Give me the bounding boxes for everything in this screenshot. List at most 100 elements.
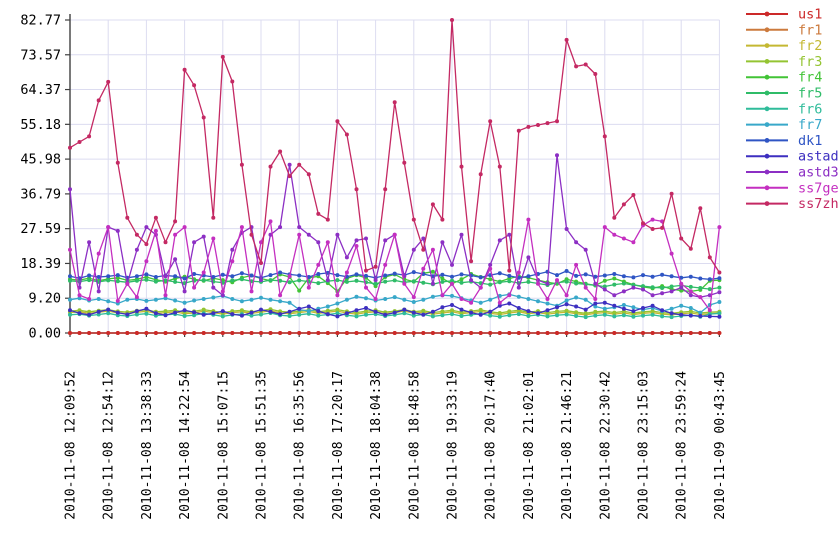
- data-point: [574, 304, 579, 309]
- legend: us1fr1fr2fr3fr4fr5fr6fr7dk1astadastd3ss7…: [746, 7, 839, 212]
- data-point: [440, 309, 445, 314]
- data-point: [153, 297, 158, 302]
- data-point: [115, 160, 120, 165]
- y-tick-label: 73.57: [20, 47, 61, 63]
- legend-swatch-point: [764, 185, 770, 191]
- data-point: [297, 225, 302, 230]
- data-point: [239, 308, 244, 313]
- data-point: [144, 311, 149, 316]
- data-point: [621, 306, 626, 311]
- data-point: [211, 295, 216, 300]
- data-point: [125, 297, 130, 302]
- data-point: [297, 331, 302, 335]
- data-point: [335, 307, 340, 312]
- data-point: [507, 301, 512, 306]
- data-point: [679, 281, 684, 286]
- data-point: [612, 310, 617, 315]
- data-point: [612, 331, 617, 335]
- data-point: [612, 232, 617, 237]
- y-tick-label: 9.20: [28, 291, 61, 307]
- data-point: [688, 289, 693, 294]
- data-point: [144, 259, 149, 264]
- legend-item-dk1: dk1: [746, 133, 822, 149]
- data-point: [650, 331, 655, 335]
- data-point: [77, 296, 82, 301]
- data-point: [641, 287, 645, 292]
- data-point: [201, 234, 206, 239]
- data-point: [526, 331, 531, 335]
- data-point: [68, 247, 72, 252]
- data-point: [488, 313, 493, 318]
- data-point: [621, 303, 626, 307]
- data-point: [602, 300, 607, 305]
- data-point: [488, 331, 493, 335]
- data-point: [583, 331, 588, 335]
- data-point: [621, 289, 626, 294]
- legend-label: fr2: [798, 38, 822, 54]
- data-point: [134, 312, 139, 317]
- data-point: [641, 284, 645, 289]
- data-point: [134, 278, 139, 283]
- data-point: [555, 153, 559, 158]
- data-point: [344, 279, 349, 284]
- data-point: [450, 293, 454, 298]
- data-point: [545, 121, 550, 126]
- data-point: [621, 331, 626, 335]
- data-point: [669, 191, 674, 196]
- data-point: [621, 313, 626, 318]
- legend-item-fr3: fr3: [746, 54, 822, 70]
- data-point: [641, 273, 645, 278]
- data-point: [440, 217, 445, 222]
- data-point: [698, 206, 703, 211]
- legend-item-fr2: fr2: [746, 38, 822, 54]
- data-point: [679, 312, 684, 317]
- data-point: [469, 300, 474, 305]
- data-point: [430, 314, 435, 319]
- data-point: [335, 311, 340, 316]
- data-point: [421, 236, 426, 241]
- data-point: [669, 331, 674, 335]
- data-point: [688, 306, 693, 310]
- data-point: [106, 299, 111, 304]
- data-point: [306, 285, 311, 290]
- data-point: [297, 288, 302, 293]
- data-point: [383, 312, 388, 317]
- data-point: [344, 132, 349, 137]
- data-point: [602, 312, 607, 317]
- legend-label: astad: [798, 149, 839, 165]
- data-point: [593, 313, 598, 318]
- data-point: [688, 284, 693, 289]
- data-point: [526, 255, 531, 260]
- data-point: [612, 293, 617, 298]
- data-point: [182, 308, 187, 313]
- x-axis-labels: 2010-11-08 12:09:52 2010-11-08 12:54:12 20…: [64, 371, 728, 520]
- data-point: [220, 314, 225, 319]
- data-point: [211, 215, 216, 220]
- data-point: [182, 331, 187, 335]
- data-point: [478, 285, 483, 290]
- x-tick-label: 2010-11-08 19:33:19: [446, 371, 461, 520]
- data-point: [631, 275, 636, 280]
- data-point: [650, 227, 655, 231]
- data-point: [325, 217, 330, 222]
- data-point: [192, 298, 197, 303]
- data-point: [459, 297, 464, 301]
- data-point: [239, 162, 244, 167]
- data-point: [383, 238, 388, 243]
- data-point: [669, 251, 674, 256]
- legend-label: ss7ge: [798, 180, 839, 196]
- data-point: [717, 311, 722, 316]
- data-point: [68, 274, 72, 279]
- data-point: [593, 72, 598, 76]
- data-point: [182, 289, 187, 294]
- data-point: [278, 312, 283, 317]
- data-point: [717, 300, 722, 304]
- data-point: [392, 331, 397, 335]
- data-point: [536, 281, 540, 286]
- series-ss7ge: [68, 217, 722, 313]
- x-tick-label: 2010-11-08 17:20:17: [331, 371, 346, 520]
- data-point: [707, 287, 712, 292]
- data-point: [507, 273, 512, 278]
- data-point: [402, 307, 407, 312]
- data-point: [278, 331, 283, 335]
